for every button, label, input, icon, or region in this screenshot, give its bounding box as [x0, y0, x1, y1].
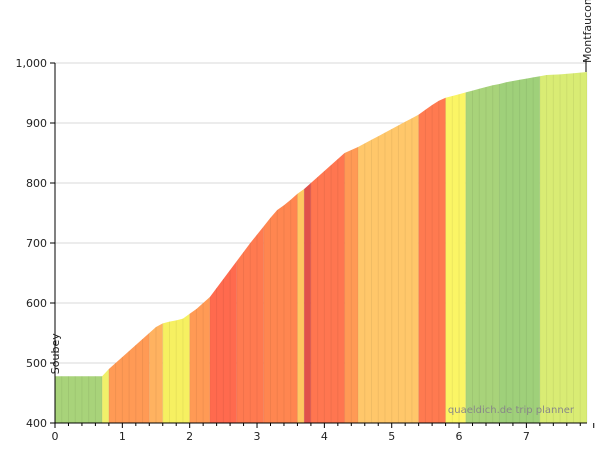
gradient-segment-6	[209, 261, 237, 423]
gradient-segment-4	[162, 313, 190, 423]
gradient-segment-7	[236, 226, 264, 423]
x-tick-label-1: 1	[119, 430, 126, 443]
x-tick-label-5: 5	[388, 430, 395, 443]
gradient-segment-1	[102, 369, 109, 423]
gradient-segment-5	[189, 297, 210, 423]
y-tick-label-500: 500	[26, 357, 47, 370]
gradient-segment-9	[297, 189, 305, 423]
gradient-segment-16	[465, 84, 500, 423]
elevation-area	[55, 72, 588, 424]
y-tick-label-800: 800	[26, 177, 47, 190]
watermark-text: quaeldich.de trip planner	[448, 405, 575, 416]
x-tick-label-2: 2	[186, 430, 193, 443]
y-tick-label-700: 700	[26, 237, 47, 250]
x-tick-label-7: 7	[523, 430, 530, 443]
gradient-segment-2	[108, 333, 150, 423]
gradient-segment-11	[310, 153, 345, 423]
gradient-segment-14	[418, 97, 446, 424]
y-tick-labels: 400 500 600 700 800 900 1,000	[16, 57, 48, 430]
gradient-segment-8	[263, 193, 298, 423]
x-tick-label-4: 4	[321, 430, 328, 443]
gradient-segment-0	[55, 376, 103, 423]
axes	[50, 59, 595, 428]
y-tick-label-400: 400	[26, 417, 47, 430]
y-tick-label-900: 900	[26, 117, 47, 130]
gradient-segment-13	[358, 114, 419, 423]
gradient-segment-17	[499, 76, 540, 423]
y-tick-label-600: 600	[26, 297, 47, 310]
gradient-segment-3	[149, 323, 163, 423]
x-tick-label-6: 6	[456, 430, 463, 443]
gradient-segment-18	[539, 72, 587, 423]
gradient-segment-15	[445, 92, 466, 424]
x-tick-label-3: 3	[254, 430, 261, 443]
x-tick-label-0: 0	[52, 430, 59, 443]
gradient-segment-10	[304, 183, 311, 423]
start-location-label: Soubey	[49, 333, 62, 374]
end-location-label: Montfaucon	[581, 0, 594, 63]
y-tick-label-1000: 1,000	[16, 57, 48, 70]
gradient-segment-12	[344, 147, 359, 423]
x-tick-labels: 0 1 2 3 4 5 6 7	[52, 430, 530, 443]
